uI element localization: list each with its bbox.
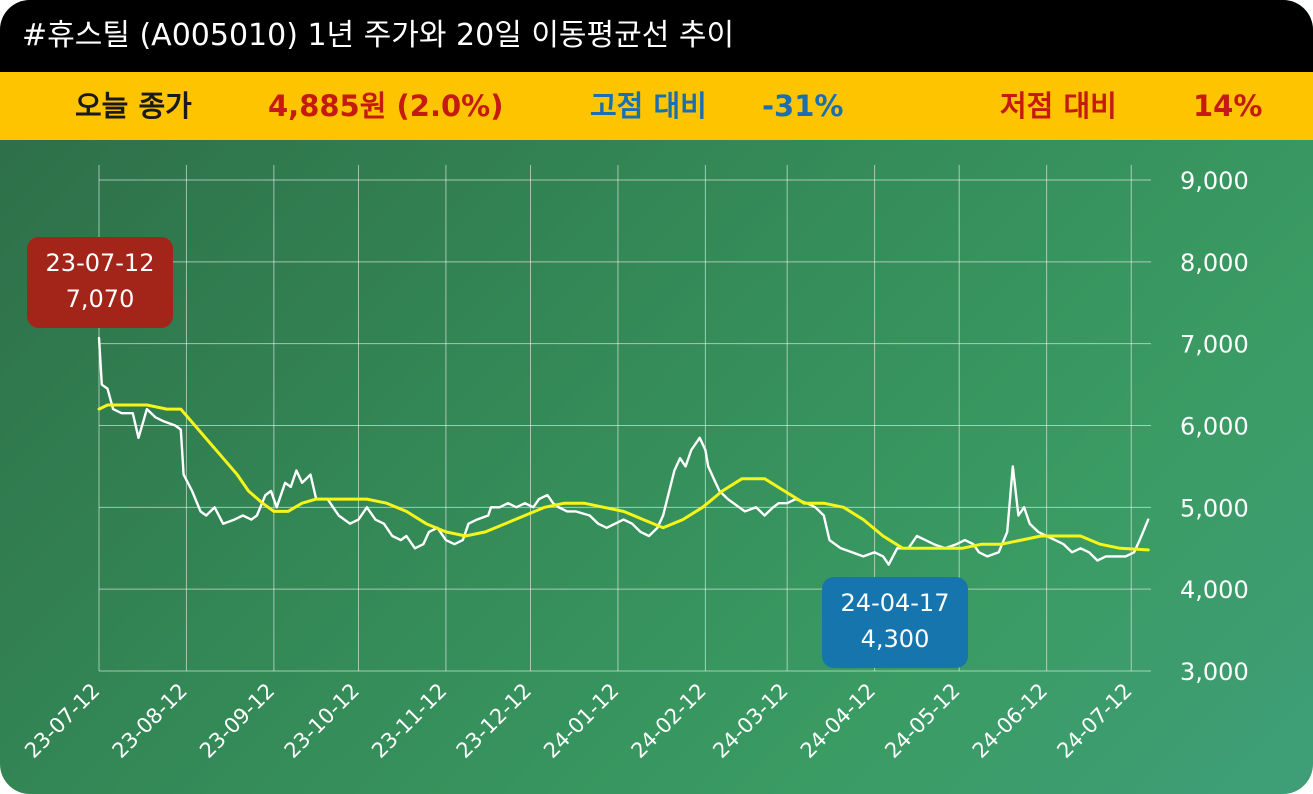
today-close-label: 오늘 종가 <box>75 89 192 123</box>
high-callout-value: 7,070 <box>65 285 135 313</box>
x-tick-label: 23-08-12 <box>108 679 192 763</box>
high-callout: 23-07-12 7,070 <box>27 237 173 328</box>
y-tick-label: 8,000 <box>1180 249 1249 277</box>
vs-high-value: -31% <box>762 89 844 123</box>
vs-low-value: 14% <box>1193 89 1263 123</box>
ma20-line <box>97 403 1150 552</box>
stats-bar: 오늘 종가 4,885원 (2.0%) 고점 대비 -31% 저점 대비 14% <box>0 72 1313 140</box>
x-tick-label: 23-11-12 <box>367 679 451 763</box>
y-tick-label: 9,000 <box>1180 167 1249 195</box>
x-tick-label: 24-06-12 <box>968 679 1052 763</box>
y-tick-label: 5,000 <box>1180 494 1249 522</box>
x-tick-label: 24-05-12 <box>880 679 964 763</box>
low-callout-date: 24-04-17 <box>840 589 950 617</box>
y-tick-label: 7,000 <box>1180 331 1249 359</box>
y-tick-label: 6,000 <box>1180 413 1249 441</box>
x-tick-label: 24-01-12 <box>539 679 623 763</box>
high-callout-date: 23-07-12 <box>45 249 155 277</box>
vs-low-label: 저점 대비 <box>1000 89 1117 123</box>
x-tick-label: 23-10-12 <box>280 679 364 763</box>
x-tick-label: 23-09-12 <box>195 679 279 763</box>
price-line <box>97 336 1150 566</box>
x-tick-label: 24-02-12 <box>627 679 711 763</box>
y-tick-label: 3,000 <box>1180 658 1249 686</box>
x-tick-label: 23-07-12 <box>20 679 104 763</box>
low-callout: 24-04-17 4,300 <box>822 577 968 668</box>
low-callout-value: 4,300 <box>860 625 930 653</box>
x-tick-label: 24-07-12 <box>1052 679 1136 763</box>
x-tick-label: 24-04-12 <box>796 679 880 763</box>
today-close-value: 4,885원 (2.0%) <box>268 89 504 123</box>
vs-high-label: 고점 대비 <box>590 89 707 123</box>
x-tick-label: 23-12-12 <box>452 679 536 763</box>
chart-title: #휴스틸 (A005010) 1년 주가와 20일 이동평균선 추이 <box>0 0 1313 72</box>
x-tick-label: 24-03-12 <box>708 679 792 763</box>
y-tick-label: 4,000 <box>1180 576 1249 604</box>
